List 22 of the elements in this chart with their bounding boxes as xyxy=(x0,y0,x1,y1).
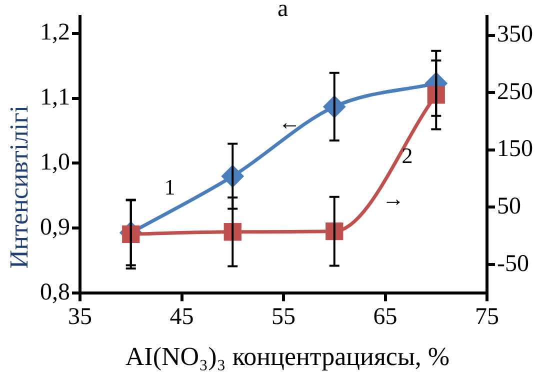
y2-tick-label: -50 xyxy=(497,250,529,277)
x-tick-label: 35 xyxy=(68,304,92,330)
x-tick-label: 45 xyxy=(170,304,194,330)
y-tick-label: 1,1 xyxy=(40,84,70,111)
y2-tick-label: 250 xyxy=(497,78,533,105)
x-axis-title: AI(NO₃)₃ концентрациясы, % xyxy=(124,342,451,372)
annotation: → xyxy=(382,186,404,211)
series-label: 2 xyxy=(402,142,413,168)
annotation: ← xyxy=(278,109,300,134)
x-tick-label: 65 xyxy=(373,304,398,330)
y2-tick-label: 150 xyxy=(497,136,533,162)
y-tick-label: 0,9 xyxy=(40,214,70,241)
y2-tick-label: 350 xyxy=(497,22,533,48)
y2-tick-label: 50 xyxy=(497,194,521,220)
y-tick-label: 1,2 xyxy=(40,20,70,46)
y-tick-label: 1,0 xyxy=(40,150,70,176)
y-tick-label: 0,8 xyxy=(40,279,70,306)
chart-title: а xyxy=(278,0,288,23)
y-axis-title: Интенсивтілігі xyxy=(5,105,35,269)
series-label: 1 xyxy=(164,174,176,200)
x-tick-label: 75 xyxy=(475,304,499,330)
x-tick-label: 55 xyxy=(272,304,296,330)
